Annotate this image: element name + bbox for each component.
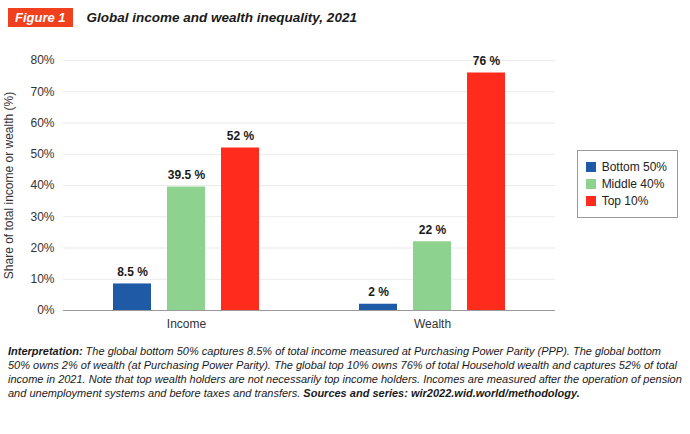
svg-text:70%: 70%	[30, 85, 54, 99]
svg-text:2 %: 2 %	[368, 285, 389, 299]
svg-text:Share of total income or wealt: Share of total income or wealth (%)	[2, 92, 16, 279]
svg-text:80%: 80%	[30, 53, 54, 67]
html-text:Interpretation: The global bot: Interpretation: The global bottom 50% ca…	[8, 345, 682, 399]
svg-text:Wealth: Wealth	[414, 317, 451, 331]
html-text:Bottom 50%: Bottom 50%	[601, 160, 667, 174]
html-text:Global income and wealth inequ: Global income and wealth inequality, 202…	[86, 9, 357, 25]
svg-text:8.5 %: 8.5 %	[117, 265, 148, 279]
svg-text:50%: 50%	[30, 147, 54, 161]
svg-text:20%: 20%	[30, 241, 54, 255]
svg-text:10%: 10%	[30, 272, 54, 286]
svg-text:52 %: 52 %	[227, 129, 255, 143]
svg-text:60%: 60%	[30, 116, 54, 130]
svg-text:22 %: 22 %	[419, 223, 447, 237]
svg-text:Income: Income	[167, 317, 207, 331]
html-text:Middle 40%: Middle 40%	[601, 177, 665, 191]
svg-text:0%: 0%	[37, 303, 55, 317]
html-text:Figure 1: Figure 1	[15, 9, 66, 25]
svg-text:39.5 %: 39.5 %	[168, 168, 206, 182]
html-text:Top 10%: Top 10%	[601, 194, 649, 208]
svg-text:76 %: 76 %	[473, 54, 501, 68]
svg-text:30%: 30%	[30, 210, 54, 224]
svg-text:40%: 40%	[30, 178, 54, 192]
